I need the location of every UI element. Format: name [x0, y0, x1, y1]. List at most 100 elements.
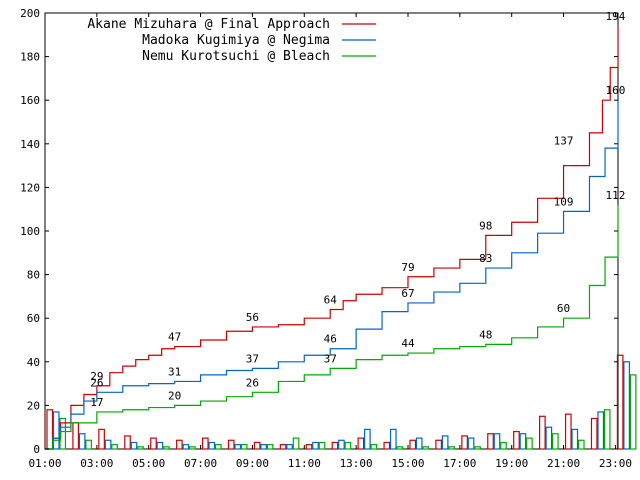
bar: [130, 441, 138, 450]
x-tick-label: 13:00: [340, 457, 373, 470]
data-label: 60: [557, 302, 570, 315]
data-label: 37: [324, 352, 337, 365]
data-label: 29: [90, 370, 103, 383]
y-tick-label: 100: [20, 225, 40, 238]
bar: [150, 437, 157, 450]
bar: [474, 446, 481, 450]
bar: [189, 446, 196, 450]
x-tick-label: 11:00: [288, 457, 321, 470]
y-tick-label: 180: [20, 51, 40, 64]
x-tick-label: 07:00: [184, 457, 217, 470]
bar: [616, 354, 624, 450]
cumulative-lines: [45, 26, 619, 450]
bar: [260, 444, 267, 450]
bar: [545, 426, 553, 450]
bar: [364, 428, 371, 450]
data-label: 137: [554, 134, 574, 147]
data-label: 47: [168, 331, 181, 344]
bar: [519, 433, 527, 450]
bar: [253, 441, 261, 450]
bar: [318, 441, 326, 450]
bar: [266, 444, 274, 450]
data-label: 112: [605, 189, 625, 202]
bar: [564, 413, 572, 450]
bar: [292, 437, 300, 450]
data-label: 56: [246, 311, 259, 324]
bar: [85, 439, 92, 450]
legend-label: Akane Mizuhara @ Final Approach: [87, 17, 330, 32]
bar: [577, 439, 585, 450]
bar: [357, 437, 365, 450]
data-label: 17: [90, 396, 103, 409]
plot-area: [44, 12, 619, 450]
bar: [513, 430, 520, 450]
bar: [370, 444, 378, 450]
bar: [344, 441, 352, 450]
y-tick-label: 80: [27, 269, 40, 282]
bar: [396, 446, 404, 450]
bar: [331, 441, 339, 450]
data-label: 26: [246, 376, 259, 389]
data-label: 67: [401, 287, 414, 300]
data-label: 194: [605, 10, 625, 23]
data-label: 37: [246, 352, 259, 365]
y-tick-label: 200: [20, 7, 40, 20]
x-tick-label: 23:00: [599, 457, 632, 470]
bar: [526, 437, 533, 450]
y-tick-label: 40: [27, 356, 40, 369]
bar: [227, 439, 235, 450]
x-tick-label: 15:00: [391, 457, 424, 470]
legend-label: Nemu Kurotsuchi @ Bleach: [142, 49, 330, 64]
y-tick-label: 60: [27, 312, 40, 325]
bar: [493, 433, 501, 450]
bar: [201, 437, 209, 450]
series-line: [45, 100, 619, 450]
bar: [214, 444, 222, 450]
data-label: 44: [401, 337, 415, 350]
bar: [487, 433, 494, 450]
data-label: 109: [554, 195, 574, 208]
y-tick-label: 20: [27, 399, 40, 412]
bar: [461, 435, 468, 450]
bar: [163, 446, 170, 450]
bar: [78, 433, 86, 450]
bar: [383, 441, 391, 450]
bar: [389, 428, 397, 450]
bar: [338, 439, 345, 450]
data-label: 98: [479, 219, 492, 232]
data-label: 20: [168, 389, 181, 402]
x-tick-label: 21:00: [547, 457, 580, 470]
bar: [137, 446, 144, 450]
y-tick-label: 120: [20, 181, 40, 194]
y-tick-label: 0: [33, 443, 40, 456]
bar: [52, 411, 60, 450]
bar: [111, 444, 118, 450]
data-label: 31: [168, 365, 181, 378]
bar: [176, 439, 183, 450]
x-tick-label: 01:00: [28, 457, 61, 470]
x-tick-label: 17:00: [443, 457, 476, 470]
series-line: [45, 26, 619, 450]
axes: 0 20 40 60 80 100 120 140 160 180 200 01:00 03:00 05:…: [20, 7, 632, 470]
bar: [312, 441, 319, 450]
y-tick-label: 160: [20, 94, 40, 107]
hourly-bars: [46, 354, 637, 450]
bar: [409, 439, 417, 450]
bar: [603, 409, 611, 450]
bar: [571, 428, 579, 450]
bar: [500, 441, 507, 450]
bar: [448, 446, 455, 450]
bar: [441, 435, 449, 450]
data-label: 64: [324, 293, 338, 306]
x-tick-label: 19:00: [495, 457, 528, 470]
bar: [422, 446, 430, 450]
x-tick-label: 09:00: [236, 457, 269, 470]
y-tick-label: 140: [20, 138, 40, 151]
bar: [590, 417, 598, 450]
data-label: 46: [324, 333, 337, 346]
bar: [208, 441, 216, 450]
legend-label: Madoka Kugimiya @ Negima: [142, 33, 330, 48]
bar: [467, 437, 475, 450]
bar: [234, 444, 242, 450]
